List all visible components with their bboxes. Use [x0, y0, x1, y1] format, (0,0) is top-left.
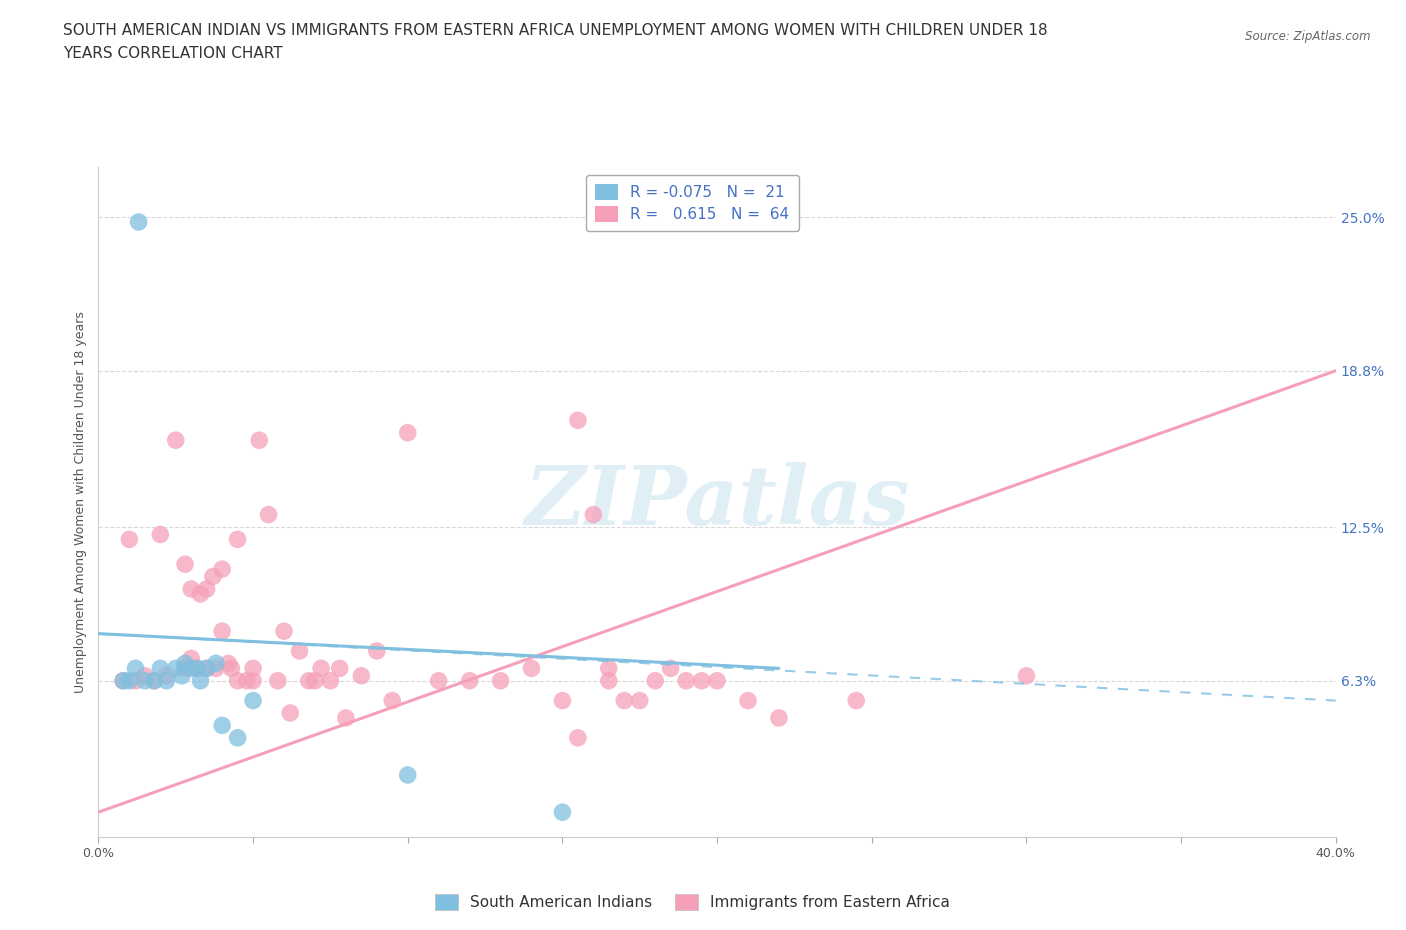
- Point: [236, 673, 259, 688]
- Text: Source: ZipAtlas.com: Source: ZipAtlas.com: [1246, 30, 1371, 43]
- Point: [598, 673, 620, 688]
- Point: [118, 532, 141, 547]
- Point: [134, 669, 156, 684]
- Point: [582, 507, 605, 522]
- Point: [174, 661, 197, 676]
- Point: [165, 661, 187, 676]
- Point: [396, 767, 419, 782]
- Point: [309, 661, 332, 676]
- Point: [155, 669, 177, 684]
- Point: [628, 693, 651, 708]
- Point: [768, 711, 790, 725]
- Point: [288, 644, 311, 658]
- Point: [211, 624, 233, 639]
- Point: [155, 673, 177, 688]
- Point: [195, 661, 218, 676]
- Point: [190, 587, 212, 602]
- Point: [567, 413, 589, 428]
- Y-axis label: Unemployment Among Women with Children Under 18 years: Unemployment Among Women with Children U…: [75, 312, 87, 693]
- Point: [134, 673, 156, 688]
- Point: [118, 673, 141, 688]
- Point: [551, 693, 574, 708]
- Point: [458, 673, 481, 688]
- Point: [226, 673, 249, 688]
- Point: [304, 673, 326, 688]
- Point: [298, 673, 321, 688]
- Text: YEARS CORRELATION CHART: YEARS CORRELATION CHART: [63, 46, 283, 61]
- Point: [1015, 669, 1038, 684]
- Point: [112, 673, 135, 688]
- Point: [201, 569, 224, 584]
- Point: [675, 673, 697, 688]
- Point: [520, 661, 543, 676]
- Point: [149, 661, 172, 676]
- Point: [613, 693, 636, 708]
- Point: [174, 656, 197, 671]
- Point: [211, 718, 233, 733]
- Point: [180, 581, 202, 596]
- Point: [195, 581, 218, 596]
- Point: [242, 673, 264, 688]
- Point: [845, 693, 868, 708]
- Point: [257, 507, 280, 522]
- Point: [551, 804, 574, 819]
- Point: [165, 432, 187, 447]
- Legend: South American Indians, Immigrants from Eastern Africa: South American Indians, Immigrants from …: [429, 888, 956, 916]
- Point: [278, 706, 301, 721]
- Point: [335, 711, 357, 725]
- Point: [124, 673, 146, 688]
- Point: [149, 527, 172, 542]
- Point: [205, 656, 228, 671]
- Point: [124, 661, 146, 676]
- Point: [242, 693, 264, 708]
- Point: [567, 730, 589, 745]
- Point: [112, 673, 135, 688]
- Text: SOUTH AMERICAN INDIAN VS IMMIGRANTS FROM EASTERN AFRICA UNEMPLOYMENT AMONG WOMEN: SOUTH AMERICAN INDIAN VS IMMIGRANTS FROM…: [63, 23, 1047, 38]
- Point: [195, 661, 218, 676]
- Point: [180, 661, 202, 676]
- Point: [211, 562, 233, 577]
- Point: [396, 425, 419, 440]
- Point: [319, 673, 342, 688]
- Point: [273, 624, 295, 639]
- Point: [143, 673, 166, 688]
- Point: [737, 693, 759, 708]
- Point: [242, 661, 264, 676]
- Point: [226, 730, 249, 745]
- Point: [690, 673, 713, 688]
- Point: [267, 673, 290, 688]
- Point: [170, 669, 193, 684]
- Point: [180, 651, 202, 666]
- Point: [659, 661, 682, 676]
- Point: [221, 661, 243, 676]
- Text: ZIPatlas: ZIPatlas: [524, 462, 910, 542]
- Point: [226, 532, 249, 547]
- Point: [706, 673, 728, 688]
- Point: [381, 693, 404, 708]
- Point: [217, 656, 239, 671]
- Point: [190, 673, 212, 688]
- Point: [247, 432, 270, 447]
- Point: [644, 673, 666, 688]
- Point: [350, 669, 373, 684]
- Point: [598, 661, 620, 676]
- Point: [174, 557, 197, 572]
- Point: [143, 673, 166, 688]
- Point: [186, 661, 208, 676]
- Point: [427, 673, 450, 688]
- Point: [186, 661, 208, 676]
- Point: [489, 673, 512, 688]
- Point: [329, 661, 352, 676]
- Point: [128, 215, 150, 230]
- Point: [366, 644, 388, 658]
- Point: [205, 661, 228, 676]
